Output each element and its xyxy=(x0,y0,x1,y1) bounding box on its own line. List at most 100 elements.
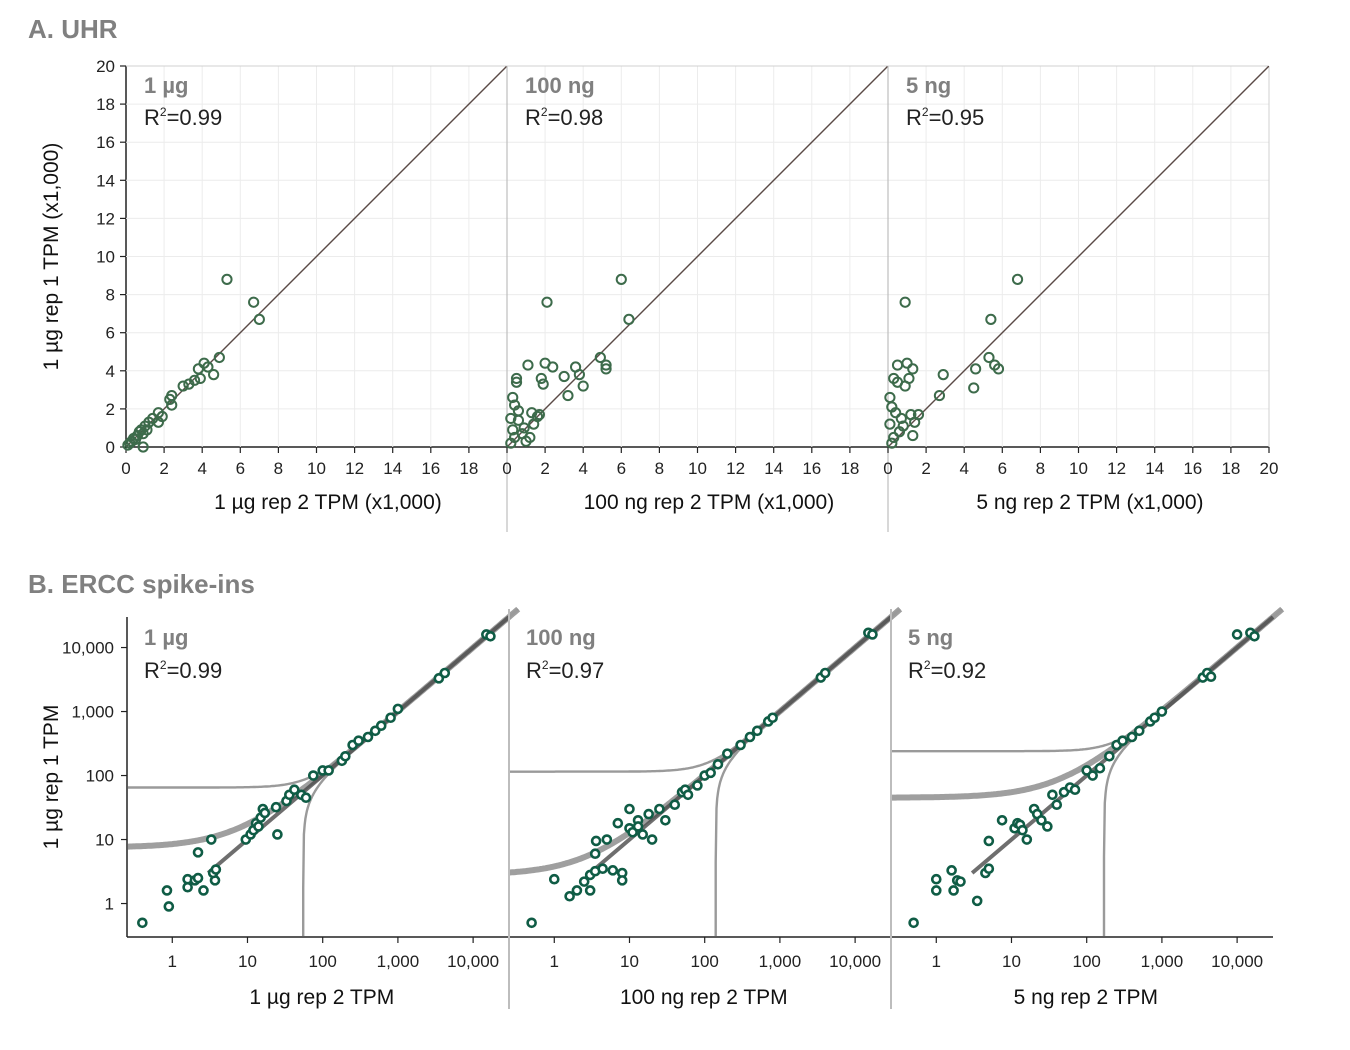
y-tick-label: 1,000 xyxy=(71,703,114,722)
data-point xyxy=(505,437,517,449)
data-point xyxy=(524,431,536,444)
y-tick-label: 20 xyxy=(96,57,115,76)
data-point xyxy=(177,380,189,392)
data-point xyxy=(164,393,176,405)
data-point xyxy=(183,378,195,390)
identity-line xyxy=(126,66,507,447)
data-point xyxy=(1149,712,1160,724)
panel-name: 5 ng xyxy=(908,625,953,650)
data-point xyxy=(996,814,1008,826)
data-point xyxy=(564,890,575,902)
lower-bound-curve xyxy=(714,608,901,936)
data-point xyxy=(637,829,649,840)
data-point xyxy=(692,780,703,791)
data-point xyxy=(507,424,519,436)
lower-bound-curve xyxy=(1102,608,1283,936)
x-tick-label: 0 xyxy=(121,459,130,478)
data-point xyxy=(819,667,831,679)
data-point xyxy=(933,389,946,402)
data-point xyxy=(722,748,733,759)
data-point xyxy=(578,876,590,887)
data-point xyxy=(537,378,549,390)
x-tick-label: 100 xyxy=(691,952,719,971)
y-tick-label: 16 xyxy=(96,133,115,152)
x-tick-label: 6 xyxy=(998,459,1007,478)
data-point xyxy=(1156,706,1168,717)
data-point xyxy=(669,799,681,811)
data-point xyxy=(891,359,904,371)
data-point xyxy=(660,814,671,826)
data-point xyxy=(983,351,995,364)
data-point xyxy=(989,359,1001,371)
panel-1: 0 2 4 6 8 10 12 14 16 18 100 ng rep 2 TPM (x1,000)… xyxy=(502,65,888,532)
x-tick-label: 8 xyxy=(655,459,664,478)
data-point xyxy=(594,351,606,364)
data-point xyxy=(983,863,995,875)
data-point xyxy=(439,667,451,679)
x-tick-label: 100 xyxy=(309,952,337,971)
data-point xyxy=(558,370,570,383)
data-point xyxy=(643,808,654,820)
data-point xyxy=(248,296,260,308)
data-point xyxy=(510,372,523,385)
x-axis-title: 5 ng rep 2 TPM xyxy=(1014,986,1158,1009)
data-point xyxy=(930,885,942,896)
data-point xyxy=(751,725,763,737)
data-point xyxy=(541,296,553,308)
x-tick-label: 16 xyxy=(1183,459,1202,478)
data-point xyxy=(909,416,921,428)
y-tick-label: 4 xyxy=(106,362,115,381)
data-point xyxy=(908,917,919,929)
x-tick-label: 1 xyxy=(932,952,941,971)
data-point xyxy=(323,765,334,776)
data-point xyxy=(535,372,547,385)
data-point xyxy=(597,863,608,875)
panel-2: 0 2 4 6 8 10 12 14 16 18 20 5 ng rep 2 TPM (x1,000)… xyxy=(883,65,1278,532)
data-point xyxy=(632,821,644,832)
x-axis-title: 100 ng rep 2 TPM (x1,000) xyxy=(584,491,835,514)
x-tick-label: 10 xyxy=(688,459,707,478)
data-point xyxy=(485,630,496,642)
y-tick-label: 8 xyxy=(106,286,115,305)
identity-line xyxy=(507,66,888,447)
data-point xyxy=(221,273,233,285)
x-tick-label: 0 xyxy=(883,459,892,478)
data-point xyxy=(971,895,983,907)
panel-name: 100 ng xyxy=(525,73,595,98)
y-axis-title: 1 µg rep 1 TPM xyxy=(40,705,63,850)
data-point xyxy=(899,296,911,308)
data-point xyxy=(937,369,949,381)
data-point xyxy=(205,834,217,845)
x-tick-label: 2 xyxy=(921,459,930,478)
x-tick-label: 12 xyxy=(345,459,364,478)
data-point xyxy=(955,876,966,887)
y-tick-label: 18 xyxy=(96,95,115,114)
data-point xyxy=(192,363,204,375)
data-point xyxy=(353,735,364,747)
panel-name: 1 µg xyxy=(144,73,188,98)
data-point xyxy=(137,917,148,929)
data-point xyxy=(884,418,896,430)
x-tick-label: 18 xyxy=(840,459,859,478)
data-point xyxy=(946,865,957,876)
data-point xyxy=(612,817,624,829)
y-tick-label: 10 xyxy=(96,248,115,267)
data-point xyxy=(122,439,134,451)
data-point xyxy=(1231,629,1243,640)
x-tick-label: 10,000 xyxy=(447,952,499,971)
data-point xyxy=(983,835,995,847)
data-point xyxy=(1021,834,1033,845)
r-squared-label: R2=0.92 xyxy=(908,658,986,683)
r-squared-label: R2=0.99 xyxy=(144,658,222,683)
data-point xyxy=(253,313,265,325)
data-point xyxy=(270,801,282,813)
data-point xyxy=(510,376,523,388)
data-point xyxy=(259,807,271,819)
data-point xyxy=(528,418,540,430)
data-point xyxy=(623,313,635,325)
x-tick-label: 1,000 xyxy=(1141,952,1184,971)
data-point xyxy=(884,391,896,404)
x-tick-label: 10 xyxy=(1069,459,1088,478)
y-tick-label: 0 xyxy=(106,438,115,457)
